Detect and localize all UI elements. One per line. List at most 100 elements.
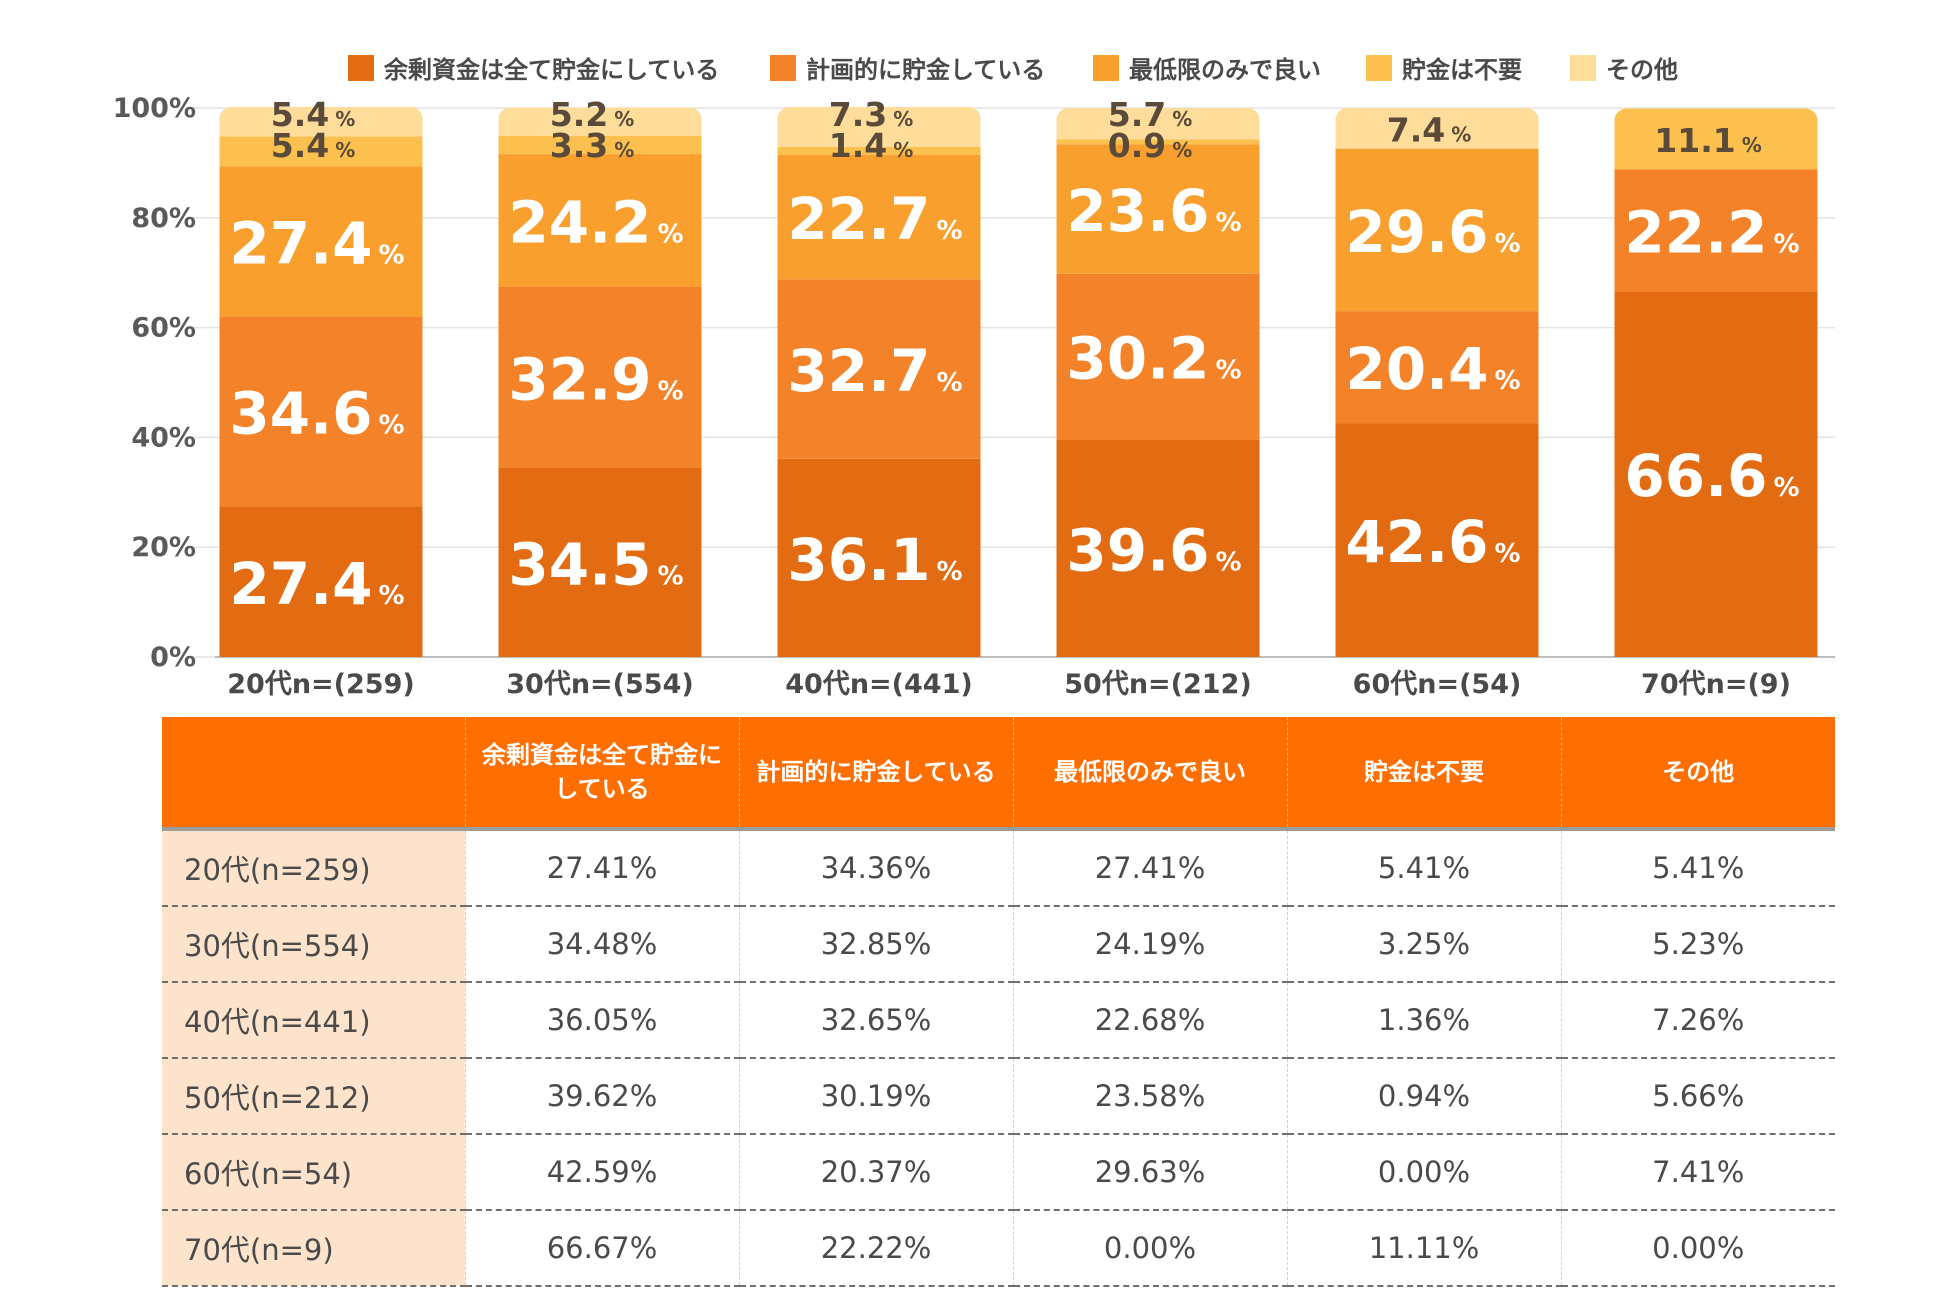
data-label-unit: % [1172, 138, 1192, 162]
legend-label: 最低限のみで良い [1129, 56, 1321, 84]
table-cell: 5.41% [1286, 829, 1561, 907]
y-tick-label: 20% [131, 532, 196, 563]
table-cell: 27.41% [1012, 829, 1287, 907]
data-label-unit: % [937, 557, 963, 587]
y-tick-label: 100% [113, 93, 196, 124]
data-label-unit: % [658, 220, 684, 250]
table-cell: 11.11% [1286, 1210, 1561, 1287]
table-cell: 0.00% [1012, 1210, 1287, 1287]
bar-segment [777, 458, 981, 657]
bar-segment [498, 135, 702, 155]
bar-segment [219, 166, 423, 317]
legend-swatch [348, 55, 374, 81]
table-row: 50代(n=212) 39.62% 30.19% 23.58% 0.94% 5.… [162, 1058, 1835, 1135]
table-header-cell: 貯金は不要 [1286, 717, 1561, 829]
data-label-unit: % [335, 107, 355, 131]
table-row-label: 20代(n=259) [162, 829, 465, 907]
data-label-unit: % [614, 107, 634, 131]
table-cell: 34.36% [738, 829, 1013, 907]
bar-segment [219, 506, 423, 657]
bar-segment [1614, 169, 1818, 292]
y-tick-label: 40% [131, 422, 196, 453]
table-cell: 0.00% [1560, 1210, 1835, 1287]
table-row-label: 50代(n=212) [162, 1058, 465, 1135]
data-label-unit: % [379, 240, 405, 270]
x-tick-label: 20代n=(259) [227, 669, 414, 700]
table-cell: 3.25% [1286, 906, 1561, 983]
bar-segment [1614, 108, 1818, 170]
data-label-unit: % [1495, 366, 1521, 396]
table-row-label: 30代(n=554) [162, 906, 465, 983]
table-cell: 7.41% [1560, 1134, 1835, 1211]
data-label: 7.3% [829, 95, 914, 134]
table-cell: 20.37% [738, 1134, 1013, 1211]
bar-segment [498, 467, 702, 657]
y-tick-label: 0% [150, 642, 196, 673]
table-row-label: 60代(n=54) [162, 1134, 465, 1211]
table-header-cell: 余剰資金は全て貯金にしている [464, 717, 739, 829]
table-row: 20代(n=259) 27.41% 34.36% 27.41% 5.41% 5.… [162, 829, 1835, 907]
x-tick-label: 40代n=(441) [785, 669, 972, 700]
bar-segment [1056, 273, 1260, 440]
bar-segment [777, 146, 981, 155]
x-tick-label: 70代n=(9) [1641, 669, 1791, 700]
data-label-unit: % [1774, 473, 1800, 503]
table-cell: 23.58% [1012, 1058, 1287, 1135]
bar-segment [777, 279, 981, 459]
bar-segment [219, 316, 423, 507]
bar-segment [1335, 108, 1539, 149]
table-cell: 29.63% [1012, 1134, 1287, 1211]
bar-segment [1335, 423, 1539, 657]
data-label-unit: % [893, 107, 913, 131]
bar-stack: 36.1 %32.7 %22.7 %1.4 %7.3% [777, 95, 981, 657]
table-cell: 30.19% [738, 1058, 1013, 1135]
legend-label: 計画的に貯金している [806, 56, 1045, 84]
table-row: 30代(n=554) 34.48% 32.85% 24.19% 3.25% 5.… [162, 906, 1835, 983]
table-cell: 22.68% [1012, 982, 1287, 1059]
table-cell: 27.41% [464, 829, 739, 907]
legend-swatch [1570, 55, 1596, 81]
table-cell: 32.85% [738, 906, 1013, 983]
legend-swatch [1366, 55, 1392, 81]
bar-segment [498, 154, 702, 287]
data-label-unit: % [1216, 208, 1242, 238]
bar-segment [777, 154, 981, 280]
data-label: 5.2% [550, 95, 635, 134]
table-row: 70代(n=9) 66.67% 22.22% 0.00% 11.11% 0.00… [162, 1210, 1835, 1287]
bar-stack: 39.6 %30.2 %23.6 %0.9 %5.7% [1056, 95, 1260, 657]
table-cell: 5.41% [1560, 829, 1835, 907]
data-label-unit: % [658, 561, 684, 591]
bar-segment [219, 136, 423, 167]
bar-segment [1335, 311, 1539, 424]
table-cell: 32.65% [738, 982, 1013, 1059]
data-label-unit: % [614, 138, 634, 162]
table-cell: 7.26% [1560, 982, 1835, 1059]
table-cell: 34.48% [464, 906, 739, 983]
data-label: 5.7% [1108, 95, 1193, 134]
stacked-bar-chart: 0% 20% 40% 60% 80% 100% 余剰資金は全て貯金にしている 計画的に貯金して… [113, 55, 1835, 700]
table-header-cell: 計画的に貯金している [738, 717, 1013, 829]
legend-swatch [770, 55, 796, 81]
table-cell: 22.22% [738, 1210, 1013, 1287]
table-header-row: 余剰資金は全て貯金にしている 計画的に貯金している 最低限のみで良い 貯金は不要… [162, 717, 1835, 829]
data-label-unit: % [1742, 133, 1762, 157]
table-row-label: 40代(n=441) [162, 982, 465, 1059]
y-tick-label: 80% [131, 203, 196, 234]
bar-segment [219, 106, 423, 137]
bar-segment [498, 286, 702, 468]
data-label-unit: % [1172, 107, 1192, 131]
bar-segment [1335, 148, 1539, 312]
bar-stack: 42.6 %20.4 %29.6 %7.4% [1335, 108, 1539, 657]
bar-stack: 34.5 %32.9 %24.2 %3.3 %5.2% [498, 95, 702, 657]
data-label-unit: % [937, 216, 963, 246]
bar-segment [1056, 139, 1260, 145]
data-label-unit: % [937, 368, 963, 398]
data-label-unit: % [379, 581, 405, 611]
table-header-cell: 最低限のみで良い [1012, 717, 1287, 829]
data-label-unit: % [893, 138, 913, 162]
table-header-cell: その他 [1560, 717, 1835, 829]
legend-label: その他 [1606, 56, 1678, 84]
table-row-label: 70代(n=9) [162, 1210, 465, 1287]
bar-stack: 27.4 %34.6 %27.4 %5.4 %5.4% [219, 95, 423, 657]
table-row: 60代(n=54) 42.59% 20.37% 29.63% 0.00% 7.4… [162, 1134, 1835, 1211]
